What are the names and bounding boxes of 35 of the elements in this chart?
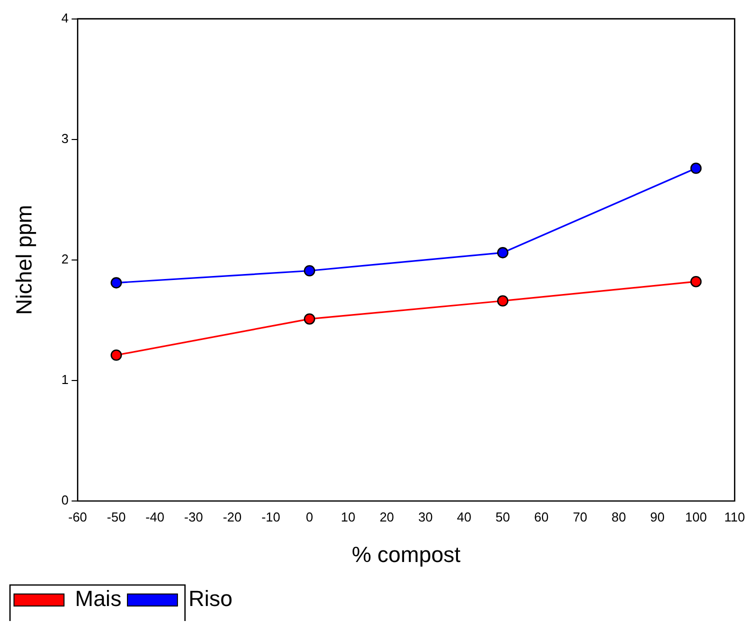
y-tick-label: 4 xyxy=(61,10,69,26)
x-tick-label: 110 xyxy=(724,509,746,524)
x-tick-label: -60 xyxy=(68,509,88,524)
x-tick-label: -10 xyxy=(261,509,280,524)
x-tick-label: 100 xyxy=(685,509,707,524)
y-tick-label: 0 xyxy=(61,492,69,508)
y-axis-title: Nichel ppm xyxy=(11,204,36,315)
x-tick-label: -20 xyxy=(222,509,242,524)
y-tick-label: 2 xyxy=(61,251,69,266)
x-tick-label: 40 xyxy=(456,509,472,524)
point xyxy=(497,247,508,258)
point xyxy=(690,162,702,174)
legend-label: Riso xyxy=(188,586,232,612)
x-axis-title: % compost xyxy=(352,542,461,567)
x-tick-label: 90 xyxy=(650,509,665,524)
x-tick-label: -40 xyxy=(146,509,164,524)
point xyxy=(690,276,702,288)
x-tick-label: 50 xyxy=(496,509,510,524)
x-tick-label: 70 xyxy=(572,509,588,524)
point xyxy=(497,295,508,307)
point xyxy=(110,349,122,361)
point xyxy=(110,277,122,288)
x-tick-label: 10 xyxy=(340,509,356,524)
x-tick-label: 20 xyxy=(380,509,394,524)
legend-label: Mais xyxy=(75,586,122,612)
point xyxy=(304,265,316,276)
x-tick-label: 60 xyxy=(534,509,549,524)
x-tick-label: 0 xyxy=(306,509,314,524)
y-tick-label: 1 xyxy=(61,372,69,388)
x-tick-label: 30 xyxy=(418,509,433,524)
point xyxy=(304,313,316,325)
x-tick-label: 80 xyxy=(611,509,626,524)
y-tick-label: 3 xyxy=(61,130,69,146)
x-tick-label: -30 xyxy=(184,509,203,524)
x-tick-label: -50 xyxy=(106,509,126,524)
